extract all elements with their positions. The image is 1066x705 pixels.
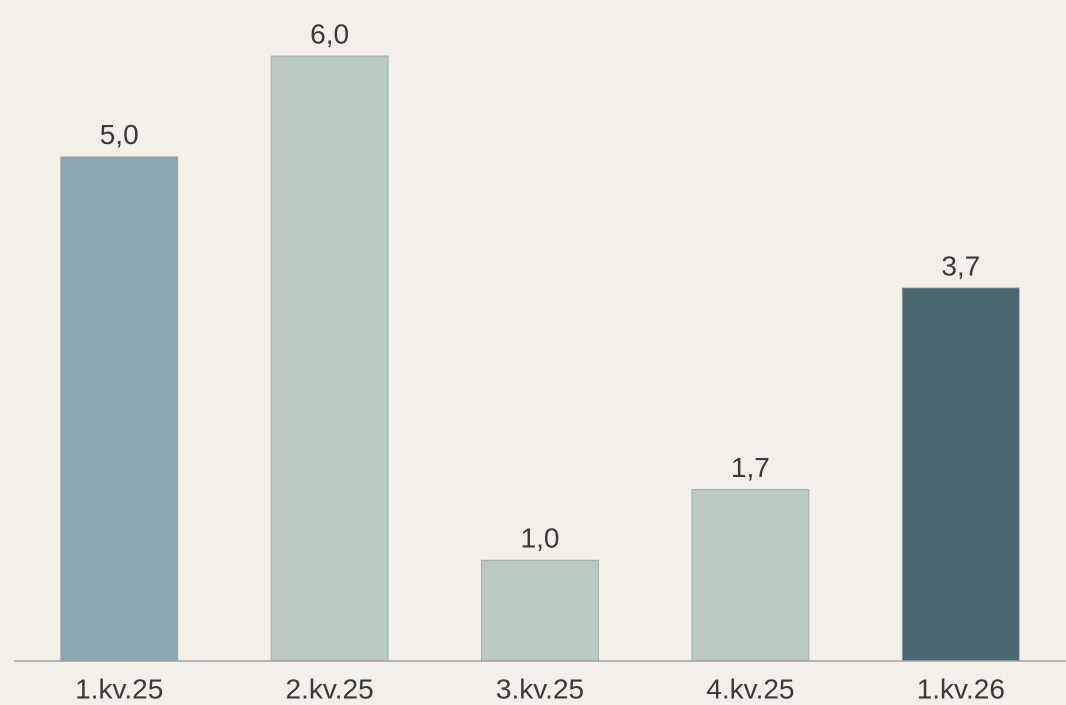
x-tick-label: 1.kv.25 [75,673,163,704]
bar [691,489,810,662]
bar [481,559,599,662]
value-label: 3,7 [941,250,980,281]
bar [270,55,389,662]
x-tick-label: 2.kv.25 [285,673,373,704]
x-tick-label: 4.kv.25 [706,673,794,704]
value-label: 1,7 [731,452,770,483]
x-tick-label: 3.kv.25 [496,673,584,704]
bar [60,156,179,662]
value-label: 5,0 [100,119,139,150]
bar [901,287,1020,662]
value-label: 1,0 [521,523,560,554]
value-label: 6,0 [310,18,349,49]
x-tick-label: 1.kv.26 [917,673,1005,704]
